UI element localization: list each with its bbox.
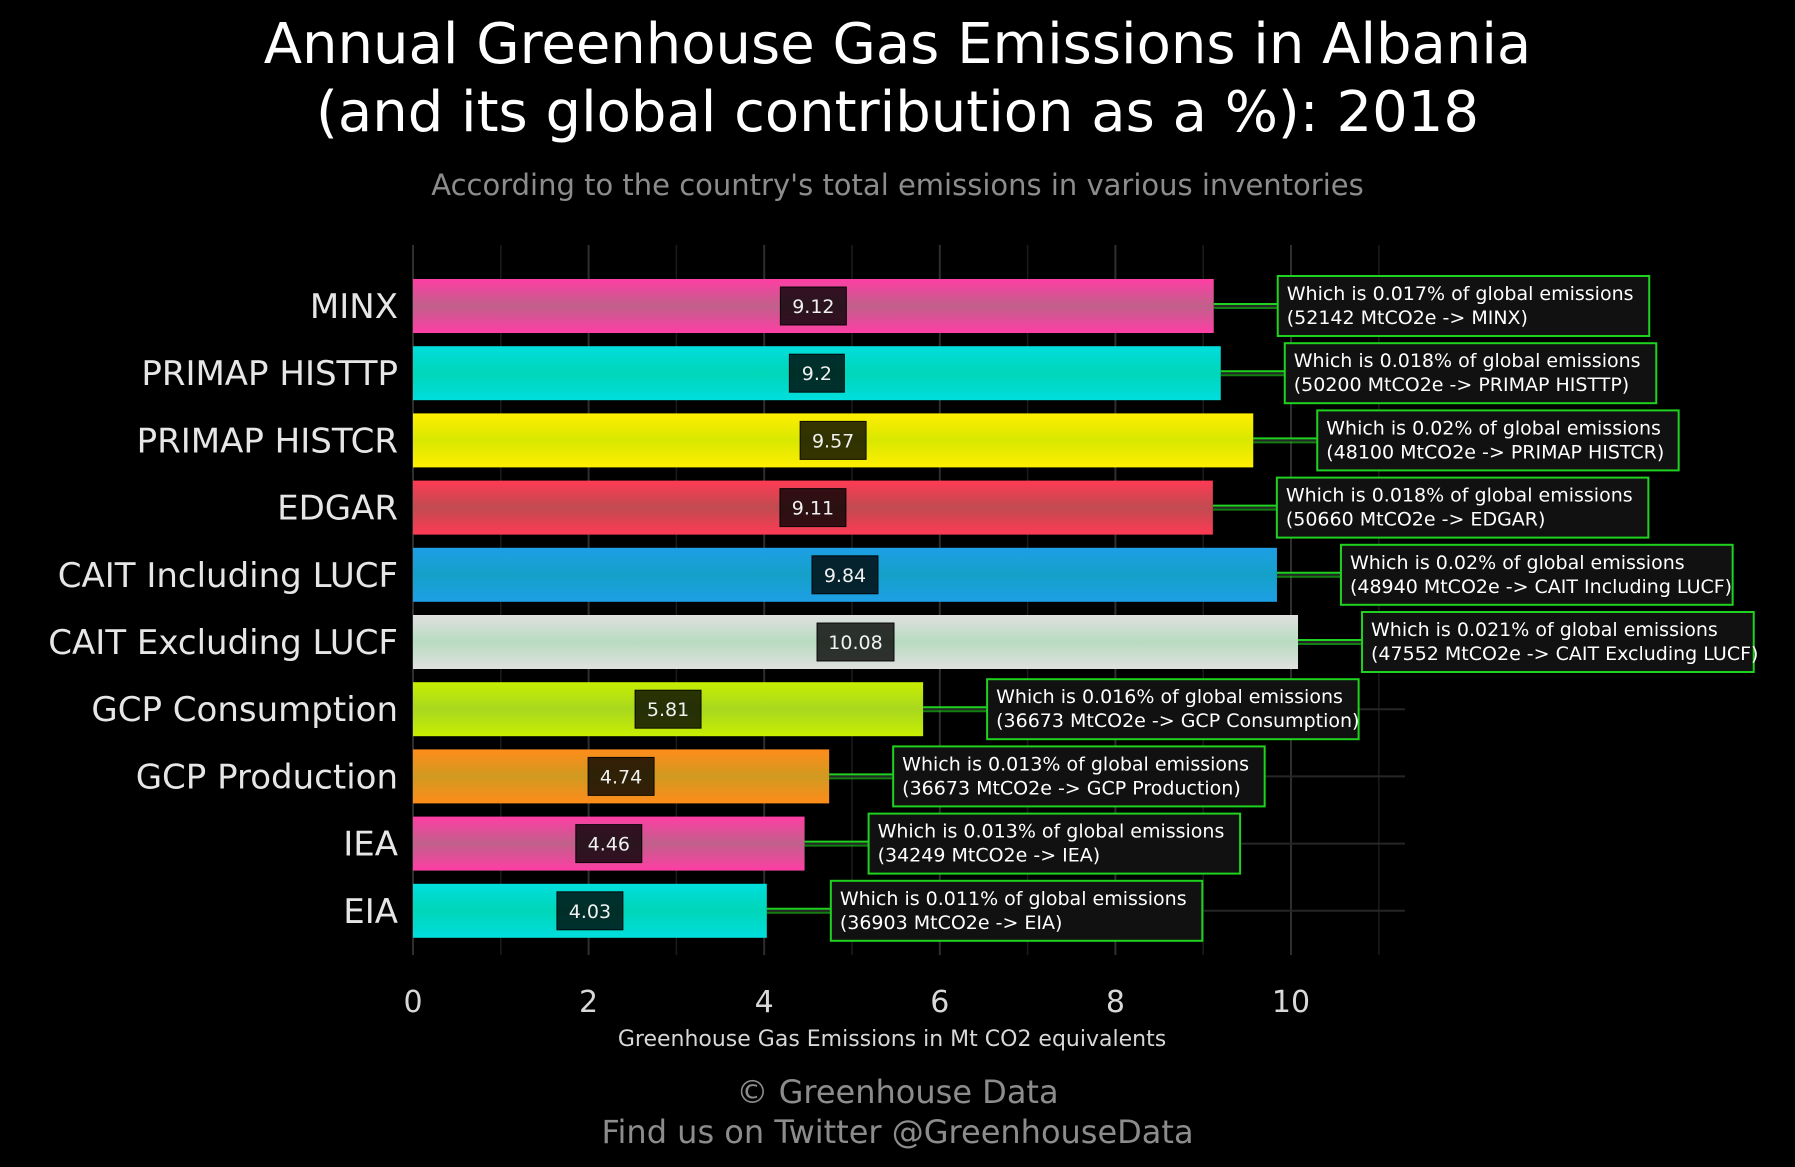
x-tick-label: 0 [403, 985, 422, 1020]
annotation-source-text: (36673 MtCO2e -> GCP Production) [902, 777, 1241, 799]
y-category-label: EDGAR [277, 489, 398, 529]
annotation-connectors [766, 303, 1363, 914]
annotation-source-text: (50660 MtCO2e -> EDGAR) [1286, 509, 1546, 531]
value-label: 9.84 [824, 565, 866, 587]
footer-twitter: Find us on Twitter @GreenhouseData [601, 1113, 1194, 1151]
y-category-label: PRIMAP HISTTP [141, 354, 398, 394]
annotation-source-text: (50200 MtCO2e -> PRIMAP HISTTP) [1294, 374, 1629, 396]
annotation-percent-text: Which is 0.017% of global emissions [1287, 283, 1634, 305]
annotation-source-text: (47552 MtCO2e -> CAIT Excluding LUCF) [1371, 643, 1758, 665]
chart-subtitle: According to the country's total emissio… [431, 168, 1364, 202]
annotation-percent-text: Which is 0.013% of global emissions [878, 821, 1225, 843]
value-label-box [816, 622, 895, 662]
annotation-percent-text: Which is 0.02% of global emissions [1326, 417, 1661, 439]
x-tick-label: 8 [1106, 985, 1125, 1020]
annotation-box [986, 678, 1360, 741]
value-label: 4.03 [569, 901, 611, 923]
annotation-box [1316, 409, 1680, 472]
y-axis-labels: MINX PRIMAP HISTTP PRIMAP HISTCR EDGAR CAIT … [48, 287, 398, 932]
value-label-box [811, 555, 879, 595]
x-tick-label: 2 [579, 985, 598, 1020]
value-label: 9.11 [792, 498, 834, 520]
annotation-percent-text: Which is 0.02% of global emissions [1350, 552, 1685, 574]
x-tick-label: 10 [1272, 985, 1310, 1020]
value-label-box [788, 353, 845, 393]
annotation-source-text: (48940 MtCO2e -> CAIT Including LUCF) [1350, 576, 1732, 598]
annotation-percent-text: Which is 0.011% of global emissions [840, 888, 1187, 910]
annotation-box [1361, 611, 1755, 673]
annotation-source-text: (48100 MtCO2e -> PRIMAP HISTCR) [1326, 441, 1664, 463]
y-category-label: GCP Consumption [91, 690, 398, 730]
chart-title-line-1: Annual Greenhouse Gas Emissions in Alban… [263, 12, 1532, 77]
annotation-percent-text: Which is 0.016% of global emissions [996, 686, 1343, 708]
value-label: 5.81 [647, 699, 689, 721]
y-category-label: CAIT Including LUCF [58, 556, 398, 596]
annotation-box [1339, 543, 1734, 606]
annotation-percent-text: Which is 0.018% of global emissions [1294, 350, 1641, 372]
y-category-label: CAIT Excluding LUCF [48, 623, 398, 663]
value-label-box [779, 286, 847, 326]
y-category-label: IEA [343, 825, 398, 865]
value-label: 9.2 [802, 363, 832, 385]
value-label-box [634, 689, 702, 729]
value-label: 4.46 [588, 834, 630, 856]
annotation-source-text: (34249 MtCO2e -> IEA) [878, 845, 1101, 867]
annotation-box [867, 812, 1242, 875]
y-category-label: EIA [343, 892, 398, 932]
x-tick-label: 6 [930, 985, 949, 1020]
y-category-label: MINX [310, 287, 398, 327]
x-axis-title: Greenhouse Gas Emissions in Mt CO2 equiv… [618, 1027, 1166, 1052]
annotation-box [1276, 275, 1651, 337]
value-label-box [587, 756, 655, 796]
value-label-box [779, 488, 847, 528]
value-label: 9.12 [792, 296, 834, 318]
footer-copyright: © Greenhouse Data [736, 1073, 1059, 1111]
y-category-label: GCP Production [136, 757, 398, 797]
annotation-box [829, 879, 1204, 942]
value-label: 9.57 [812, 430, 854, 452]
x-axis-ticks: 0 2 4 6 8 10 [403, 985, 1310, 1020]
value-label: 4.74 [600, 766, 642, 788]
annotation-percent-text: Which is 0.013% of global emissions [902, 753, 1249, 775]
annotation-percent-text: Which is 0.018% of global emissions [1286, 485, 1633, 507]
x-tick-label: 4 [755, 985, 774, 1020]
annotation-source-text: (36673 MtCO2e -> GCP Consumption) [996, 710, 1359, 732]
annotation-box [892, 745, 1266, 808]
value-label-box [799, 420, 867, 460]
value-label-box [556, 891, 624, 931]
annotation-percent-text: Which is 0.021% of global emissions [1371, 619, 1718, 641]
value-label-box [575, 824, 643, 864]
annotation-source-text: (36903 MtCO2e -> EIA) [840, 912, 1063, 934]
value-label: 10.08 [828, 632, 882, 654]
annotation-source-text: (52142 MtCO2e -> MINX) [1287, 307, 1528, 329]
annotation-box [1283, 342, 1658, 405]
annotation-box [1275, 476, 1650, 539]
chart-title-line-2: (and its global contribution as a %): 20… [316, 80, 1479, 145]
y-category-label: PRIMAP HISTCR [137, 421, 398, 461]
